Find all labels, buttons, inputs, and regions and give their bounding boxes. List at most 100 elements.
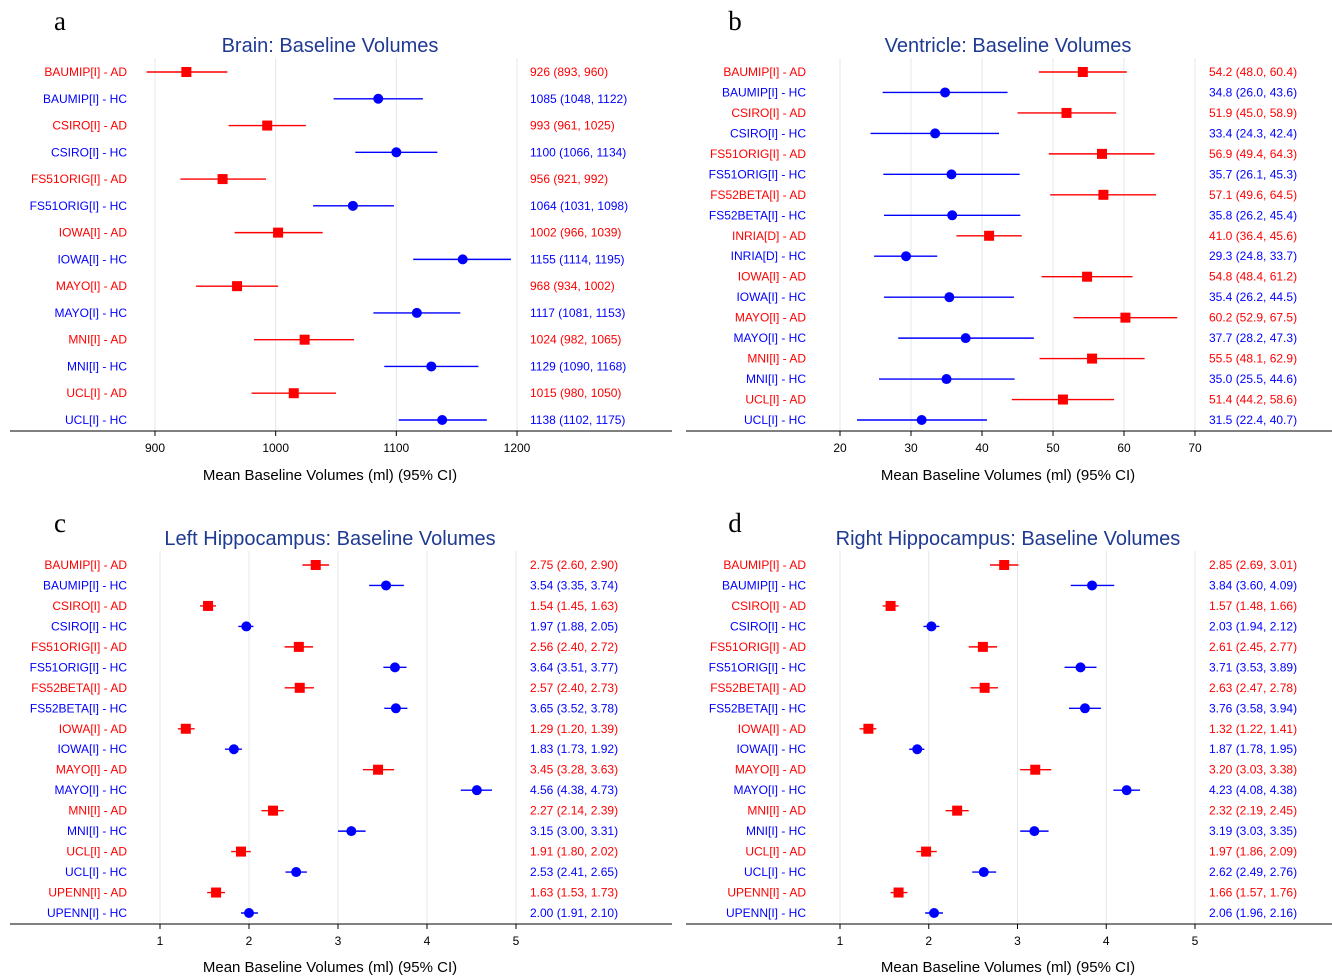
table-row: IOWA[I] - HC 35.4 (26.2, 44.5) — [736, 290, 1297, 304]
row-label: BAUMIP[I] - HC — [722, 85, 806, 99]
panel-letter: a — [54, 6, 66, 36]
x-axis-label: Mean Baseline Volumes (ml) (95% CI) — [881, 467, 1135, 484]
ci-text: 3.76 (3.58, 3.94) — [1209, 701, 1297, 715]
table-row: UPENN[I] - HC 2.00 (1.91, 2.10) — [47, 906, 618, 920]
row-label: FS52BETA[I] - HC — [30, 701, 127, 715]
row-label: FS52BETA[I] - HC — [709, 701, 806, 715]
table-row: MNI[I] - AD 2.32 (2.19, 2.45) — [747, 804, 1297, 818]
row-label: IOWA[I] - HC — [736, 742, 806, 756]
row-label: MNI[I] - HC — [67, 824, 127, 838]
row-label: BAUMIP[I] - AD — [723, 65, 806, 79]
table-row: MAYO[I] - HC 1117 (1081, 1153) — [55, 306, 626, 320]
table-row: FS52BETA[I] - AD 2.63 (2.47, 2.78) — [710, 681, 1297, 695]
x-tick-label: 70 — [1188, 441, 1202, 455]
ci-text: 3.45 (3.28, 3.63) — [530, 763, 618, 777]
ad-mean-marker — [288, 388, 299, 399]
row-label: IOWA[I] - AD — [59, 722, 128, 736]
ci-text: 3.54 (3.35, 3.74) — [530, 578, 618, 592]
ci-text: 56.9 (49.4, 64.3) — [1209, 147, 1297, 161]
row-label: MAYO[I] - HC — [55, 783, 128, 797]
ad-mean-marker — [1057, 394, 1068, 405]
table-row: FS51ORIG[I] - HC 35.7 (26.1, 45.3) — [709, 167, 1297, 181]
ci-text: 57.1 (49.6, 64.5) — [1209, 188, 1297, 202]
hc-mean-marker — [389, 662, 400, 673]
hc-mean-marker — [426, 361, 437, 372]
hc-mean-marker — [1121, 785, 1132, 796]
ad-mean-marker — [885, 600, 896, 611]
x-tick-label: 1 — [837, 934, 844, 948]
ad-mean-marker — [211, 887, 222, 898]
row-label: CSIRO[I] - HC — [51, 619, 127, 633]
row-label: INRIA[D] - HC — [731, 249, 807, 263]
row-label: BAUMIP[I] - AD — [44, 65, 127, 79]
ci-text: 1085 (1048, 1122) — [530, 92, 627, 106]
table-row: IOWA[I] - AD 1002 (966, 1039) — [59, 226, 622, 240]
ci-text: 1117 (1081, 1153) — [530, 306, 625, 320]
hc-mean-marker — [929, 908, 940, 918]
row-label: BAUMIP[I] - AD — [723, 558, 806, 572]
table-row: FS51ORIG[I] - AD 956 (921, 992) — [31, 172, 608, 186]
row-label: BAUMIP[I] - HC — [722, 578, 806, 592]
hc-mean-marker — [244, 908, 254, 918]
table-row: FS51ORIG[I] - AD 56.9 (49.4, 64.3) — [710, 147, 1297, 161]
ci-text: 3.64 (3.51, 3.77) — [530, 660, 618, 674]
x-tick-label: 4 — [424, 934, 431, 948]
table-row: FS52BETA[I] - HC 3.76 (3.58, 3.94) — [709, 701, 1297, 715]
hc-mean-marker — [1075, 662, 1086, 673]
ci-text: 29.3 (24.8, 33.7) — [1209, 249, 1297, 263]
ci-text: 2.61 (2.45, 2.77) — [1209, 640, 1297, 654]
table-row: MAYO[I] - AD 3.20 (3.03, 3.38) — [735, 763, 1297, 777]
hc-mean-marker — [391, 147, 402, 158]
ci-text: 3.65 (3.52, 3.78) — [530, 701, 618, 715]
ad-mean-marker — [952, 805, 963, 816]
x-tick-label: 2 — [246, 934, 253, 948]
x-tick-label: 5 — [1192, 934, 1199, 948]
table-row: CSIRO[I] - HC 1100 (1066, 1134) — [51, 145, 626, 159]
table-row: IOWA[I] - AD 1.29 (1.20, 1.39) — [59, 722, 618, 736]
ad-mean-marker — [180, 723, 191, 734]
row-label: UCL[I] - HC — [65, 413, 127, 427]
ci-text: 968 (934, 1002) — [530, 279, 615, 293]
table-row: FS52BETA[I] - HC 35.8 (26.2, 45.4) — [709, 208, 1297, 222]
row-label: MAYO[I] - HC — [55, 306, 128, 320]
row-label: INRIA[D] - AD — [732, 229, 806, 243]
table-row: BAUMIP[I] - AD 54.2 (48.0, 60.4) — [723, 65, 1297, 79]
row-label: UCL[I] - AD — [745, 845, 806, 859]
ci-text: 1100 (1066, 1134) — [530, 145, 626, 159]
table-row: FS52BETA[I] - AD 57.1 (49.6, 64.5) — [710, 188, 1297, 202]
x-axis-label: Mean Baseline Volumes (ml) (95% CI) — [203, 959, 457, 976]
chart-title: Ventricle: Baseline Volumes — [885, 35, 1132, 57]
x-tick-label: 1100 — [383, 441, 409, 455]
table-row: FS51ORIG[I] - AD 2.56 (2.40, 2.72) — [31, 640, 618, 654]
ci-text: 34.8 (26.0, 43.6) — [1209, 85, 1297, 99]
row-label: UPENN[I] - AD — [48, 886, 127, 900]
x-tick-label: 3 — [335, 934, 342, 948]
ci-text: 1.97 (1.86, 2.09) — [1209, 845, 1297, 859]
ci-text: 1.87 (1.78, 1.95) — [1209, 742, 1297, 756]
ci-text: 2.32 (2.19, 2.45) — [1209, 804, 1297, 818]
row-label: FS52BETA[I] - AD — [710, 681, 806, 695]
x-tick-label: 50 — [1046, 441, 1060, 455]
row-label: FS52BETA[I] - AD — [31, 681, 127, 695]
ci-text: 1.54 (1.45, 1.63) — [530, 599, 618, 613]
row-label: IOWA[I] - HC — [57, 742, 127, 756]
row-label: UPENN[I] - HC — [47, 906, 127, 920]
x-tick-label: 5 — [513, 934, 520, 948]
ci-text: 2.03 (1.94, 2.12) — [1209, 619, 1297, 633]
ci-text: 3.71 (3.53, 3.89) — [1209, 660, 1297, 674]
table-row: MAYO[I] - AD 968 (934, 1002) — [56, 279, 615, 293]
hc-mean-marker — [960, 333, 971, 344]
table-row: FS52BETA[I] - AD 2.57 (2.40, 2.73) — [31, 681, 618, 695]
row-label: UPENN[I] - AD — [727, 886, 806, 900]
ci-text: 35.4 (26.2, 44.5) — [1209, 290, 1297, 304]
row-label: MAYO[I] - HC — [734, 331, 807, 345]
table-row: UCL[I] - HC 1138 (1102, 1175) — [65, 413, 625, 427]
row-label: FS51ORIG[I] - AD — [31, 172, 127, 186]
hc-mean-marker — [457, 254, 468, 265]
ci-text: 35.0 (25.5, 44.6) — [1209, 372, 1297, 386]
table-row: UPENN[I] - AD 1.66 (1.57, 1.76) — [727, 886, 1297, 900]
hc-mean-marker — [1087, 580, 1098, 591]
table-row: CSIRO[I] - HC 33.4 (24.3, 42.4) — [730, 126, 1297, 140]
ad-mean-marker — [310, 560, 321, 570]
table-row: BAUMIP[I] - HC 34.8 (26.0, 43.6) — [722, 85, 1297, 99]
